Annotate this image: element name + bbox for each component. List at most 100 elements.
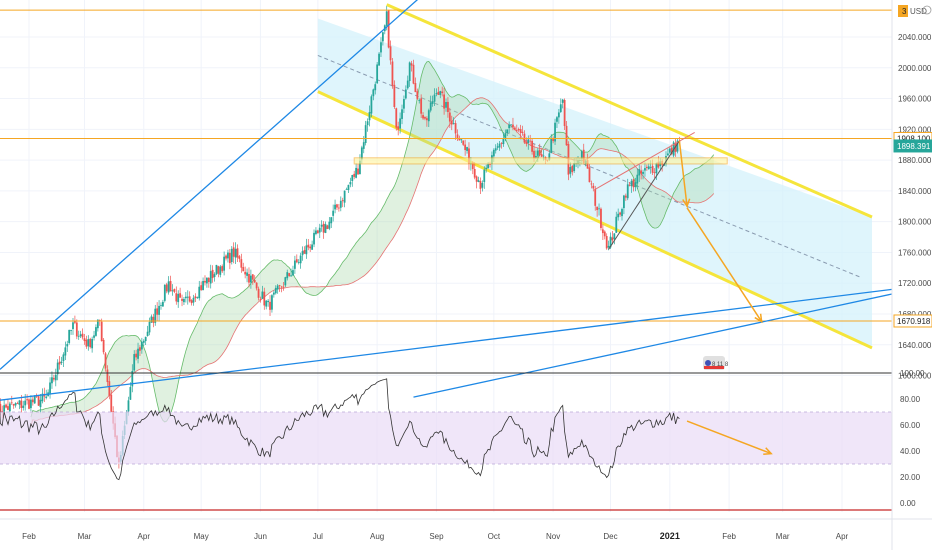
candle-body (148, 321, 151, 333)
candle-body (508, 124, 511, 129)
candle-body (433, 94, 436, 102)
candle-body (8, 403, 11, 412)
candle-body (391, 61, 394, 86)
candle-body (418, 99, 421, 101)
candle-body (253, 280, 256, 283)
candle-body (607, 245, 610, 248)
candle-body (144, 336, 147, 342)
candle-body (30, 399, 32, 409)
candle-body (259, 299, 262, 301)
candle-body (460, 139, 463, 141)
candle-body (137, 348, 139, 359)
candle-body (81, 333, 84, 338)
candle-body (14, 403, 17, 406)
candle-body (228, 252, 231, 264)
candle-body (72, 322, 74, 330)
projection-arrow-long-head (754, 313, 763, 324)
candle-body (167, 281, 170, 293)
drawing-lines (0, 0, 893, 401)
candle-body (385, 11, 388, 26)
candle-body (347, 184, 350, 190)
candle-body (655, 163, 658, 174)
settings-icon[interactable] (922, 5, 932, 15)
flag-icon (705, 360, 711, 366)
candle-body (66, 344, 69, 347)
candle-body (305, 245, 308, 255)
candle-body (477, 180, 480, 182)
candle-body (79, 334, 82, 337)
candle-body (3, 405, 6, 412)
candle-body (265, 300, 268, 307)
candle-body (110, 394, 113, 412)
candle-body (10, 402, 13, 404)
candle-body (326, 225, 329, 229)
candle-body (401, 109, 403, 119)
candle-body (230, 248, 233, 262)
candle-body (512, 124, 514, 128)
candle-body (454, 123, 457, 134)
candle-body (628, 184, 631, 186)
candle-body (408, 62, 411, 82)
candle-body (165, 284, 168, 292)
candle-body (127, 400, 130, 412)
candle-body (7, 406, 9, 410)
price-tick-label: 1720.000 (898, 279, 932, 288)
candle-body (450, 120, 453, 125)
candle-body (328, 221, 331, 229)
candle-body (49, 382, 51, 394)
candle-body (70, 329, 72, 331)
candle-body (278, 285, 281, 286)
candle-body (517, 128, 520, 131)
candle-body (221, 266, 224, 272)
time-tick-label: Mar (776, 532, 790, 541)
cloud-span-b (30, 97, 715, 427)
candle-body (668, 148, 671, 153)
candle-body (179, 293, 182, 298)
candle-body (31, 399, 34, 403)
time-tick-label: Sep (429, 532, 444, 541)
candle-body (129, 387, 132, 400)
candle-body (605, 236, 608, 249)
candle-body (41, 393, 44, 402)
candle-body (515, 129, 518, 131)
candle-body (169, 281, 172, 292)
time-tick-label: Feb (22, 532, 36, 541)
candle-body (192, 297, 195, 303)
candle-body (184, 296, 187, 299)
candle-body (68, 329, 71, 344)
wedge-lower (608, 140, 680, 250)
candle-body (598, 208, 600, 210)
candle-body (299, 255, 302, 264)
events-badge[interactable]: 8 11 8 (703, 356, 729, 370)
candle-body (519, 129, 522, 133)
candle-body (267, 300, 270, 303)
candle-body (649, 167, 652, 168)
candle-body (353, 173, 356, 177)
candle-body (91, 338, 94, 349)
candle-body (85, 339, 88, 347)
candle-body (653, 172, 656, 174)
candle-body (318, 227, 321, 233)
candle-body (588, 167, 591, 183)
candle-body (468, 148, 470, 164)
candle-body (548, 153, 551, 160)
time-tick-label: Jun (254, 532, 267, 541)
candle-body (632, 179, 635, 188)
candle-body (0, 403, 2, 413)
candle-body (341, 200, 344, 202)
currency-selector[interactable]: 3 USD (898, 5, 932, 17)
candle-body (244, 271, 247, 275)
candle-body (292, 270, 294, 276)
candle-body (412, 64, 415, 84)
candle-body (163, 284, 166, 301)
candle-body (37, 396, 40, 406)
candle-body (131, 371, 134, 387)
candle-body (198, 286, 201, 299)
candle-body (261, 291, 264, 299)
candle-body (316, 230, 319, 234)
candle-body (64, 347, 67, 356)
candle-body (420, 98, 423, 114)
candle-body (475, 176, 478, 182)
time-tick-label: Feb (722, 532, 736, 541)
